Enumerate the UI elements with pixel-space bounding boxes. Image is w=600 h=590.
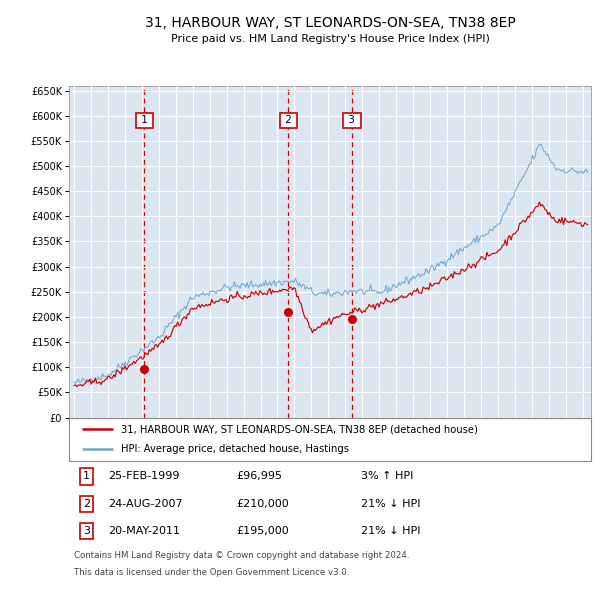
Text: 1: 1 [138, 116, 151, 126]
Text: 31, HARBOUR WAY, ST LEONARDS-ON-SEA, TN38 8EP (detached house): 31, HARBOUR WAY, ST LEONARDS-ON-SEA, TN3… [121, 424, 478, 434]
Text: 21% ↓ HPI: 21% ↓ HPI [361, 526, 421, 536]
Text: 3% ↑ HPI: 3% ↑ HPI [361, 471, 413, 481]
Text: 25-FEB-1999: 25-FEB-1999 [108, 471, 179, 481]
Text: HPI: Average price, detached house, Hastings: HPI: Average price, detached house, Hast… [121, 444, 349, 454]
Text: 1: 1 [83, 471, 90, 481]
Text: 2: 2 [83, 499, 90, 509]
Text: 3: 3 [83, 526, 90, 536]
FancyBboxPatch shape [69, 418, 591, 461]
Text: 20-MAY-2011: 20-MAY-2011 [108, 526, 180, 536]
Text: 24-AUG-2007: 24-AUG-2007 [108, 499, 183, 509]
Text: This data is licensed under the Open Government Licence v3.0.: This data is licensed under the Open Gov… [74, 568, 350, 577]
Text: Contains HM Land Registry data © Crown copyright and database right 2024.: Contains HM Land Registry data © Crown c… [74, 550, 410, 559]
Text: 2: 2 [282, 116, 295, 126]
Text: £195,000: £195,000 [236, 526, 289, 536]
Text: Price paid vs. HM Land Registry's House Price Index (HPI): Price paid vs. HM Land Registry's House … [170, 34, 490, 44]
Text: £210,000: £210,000 [236, 499, 289, 509]
Text: 21% ↓ HPI: 21% ↓ HPI [361, 499, 421, 509]
Text: £96,995: £96,995 [236, 471, 282, 481]
Text: 3: 3 [345, 116, 358, 126]
Text: 31, HARBOUR WAY, ST LEONARDS-ON-SEA, TN38 8EP: 31, HARBOUR WAY, ST LEONARDS-ON-SEA, TN3… [145, 16, 515, 30]
